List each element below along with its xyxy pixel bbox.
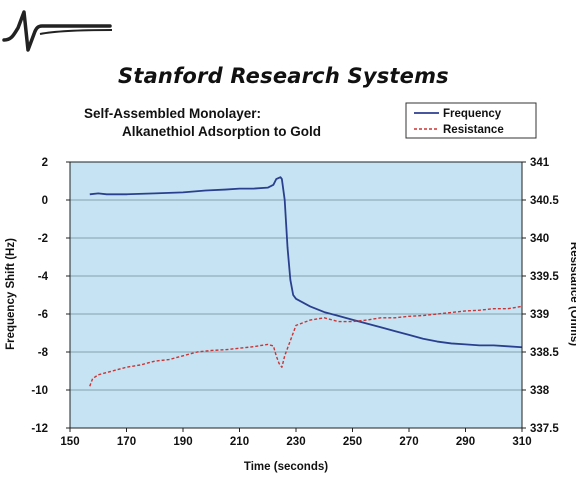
x-tick-label: 310 xyxy=(512,436,531,448)
company-name: Stanford Research Systems xyxy=(118,64,449,88)
y-tick-label: -2 xyxy=(38,233,48,245)
y2-tick-label: 339.5 xyxy=(530,271,559,283)
x-tick-label: 170 xyxy=(117,436,136,448)
x-tick-label: 290 xyxy=(456,436,475,448)
plot-background xyxy=(70,162,522,428)
legend-resistance-label: Resistance xyxy=(443,124,504,136)
x-tick-label: 250 xyxy=(343,436,362,448)
chart: 150 170 190 210 230 250 270 290 310 2 0 -2 -4 -6 -8 -10… xyxy=(5,102,579,473)
tick-labels: 150 170 190 210 230 250 270 290 310 2 0 -2 -4 -6 -8 -10… xyxy=(31,157,559,448)
legend-frequency-label: Frequency xyxy=(443,108,502,120)
x-tick-label: 190 xyxy=(173,436,192,448)
srs-logo-icon xyxy=(2,10,113,52)
y-tick-label: -4 xyxy=(38,271,49,283)
plot-area xyxy=(70,162,522,428)
y2-tick-label: 340.5 xyxy=(530,195,559,207)
series-line-frequency xyxy=(89,176,523,349)
y-axis-label: Frequency Shift (Hz) xyxy=(5,238,17,350)
legend-box xyxy=(405,102,537,139)
y-tick-label: 0 xyxy=(42,195,48,207)
y2-tick-label: 338.5 xyxy=(530,347,559,359)
x-tick-label: 230 xyxy=(286,436,305,448)
chart-frame: 150 170 190 210 230 250 270 290 310 2 0 -2 -4 -6 -8 -10… xyxy=(2,98,579,486)
chart-title: Self-Assembled Monolayer: xyxy=(84,106,261,121)
x-axis-label: Time (seconds) xyxy=(244,461,328,473)
y2-tick-label: 339 xyxy=(530,309,549,321)
x-tick-label: 210 xyxy=(230,436,249,448)
y2-axis-label: Resistance (Ohms) xyxy=(568,242,576,346)
axes xyxy=(66,161,526,432)
y2-tick-label: 338 xyxy=(530,385,550,397)
y2-tick-label: 340 xyxy=(530,233,549,245)
y2-tick-label: 341 xyxy=(530,157,550,169)
chart-subtitle: Alkanethiol Adsorption to Gold xyxy=(122,124,321,139)
y-tick-label: -6 xyxy=(38,309,48,321)
y2-tick-label: 337.5 xyxy=(530,423,559,435)
y-tick-label: -12 xyxy=(31,423,48,435)
x-tick-label: 150 xyxy=(60,436,79,448)
x-tick-label: 270 xyxy=(399,436,418,448)
y-tick-label: -8 xyxy=(38,347,49,359)
y-tick-label: -10 xyxy=(31,385,48,397)
series-line-resistance xyxy=(89,305,523,387)
y-tick-label: 2 xyxy=(42,157,48,169)
gridlines xyxy=(70,161,522,429)
legend: Frequency Resistance xyxy=(405,102,537,139)
series-layer xyxy=(89,176,523,387)
